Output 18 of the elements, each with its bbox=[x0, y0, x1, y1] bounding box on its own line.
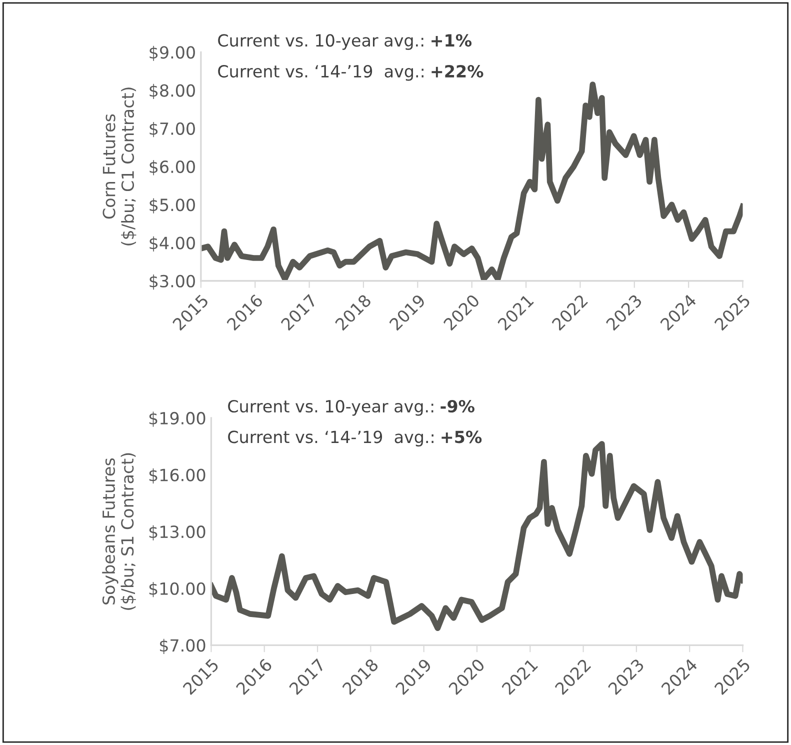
y-tick-label: $7.00 bbox=[150, 122, 195, 138]
y-axis-title: Corn Futures ($/bu; C1 Contract) bbox=[102, 88, 136, 246]
y-tick-label: $9.00 bbox=[150, 46, 195, 61]
y-tick-label: $4.00 bbox=[150, 236, 195, 252]
text: Current vs. 10-year avg.: +1% bbox=[218, 34, 472, 50]
y-tick-label: $5.00 bbox=[150, 198, 195, 214]
y-tick-label: $10.00 bbox=[149, 582, 206, 598]
y-tick-label: $7.00 bbox=[160, 638, 206, 654]
y-tick-label: $3.00 bbox=[150, 274, 195, 290]
y-tick-label: $8.00 bbox=[150, 84, 195, 100]
annotation: Current vs. ‘14-’19 avg.: +5% bbox=[228, 430, 482, 446]
y-tick-label: $13.00 bbox=[149, 525, 206, 540]
y-tick-label: $16.00 bbox=[149, 468, 206, 484]
y-tick-label: $19.00 bbox=[149, 412, 206, 427]
y-axis-title: Soybeans Futures ($/bu; S1 Contract) bbox=[102, 453, 136, 610]
annotation: Current vs. ‘14-’19 avg.: +22% bbox=[218, 64, 484, 81]
text: Current vs. 10-year avg.: -9% bbox=[228, 400, 474, 416]
y-tick-label: $6.00 bbox=[150, 160, 195, 176]
